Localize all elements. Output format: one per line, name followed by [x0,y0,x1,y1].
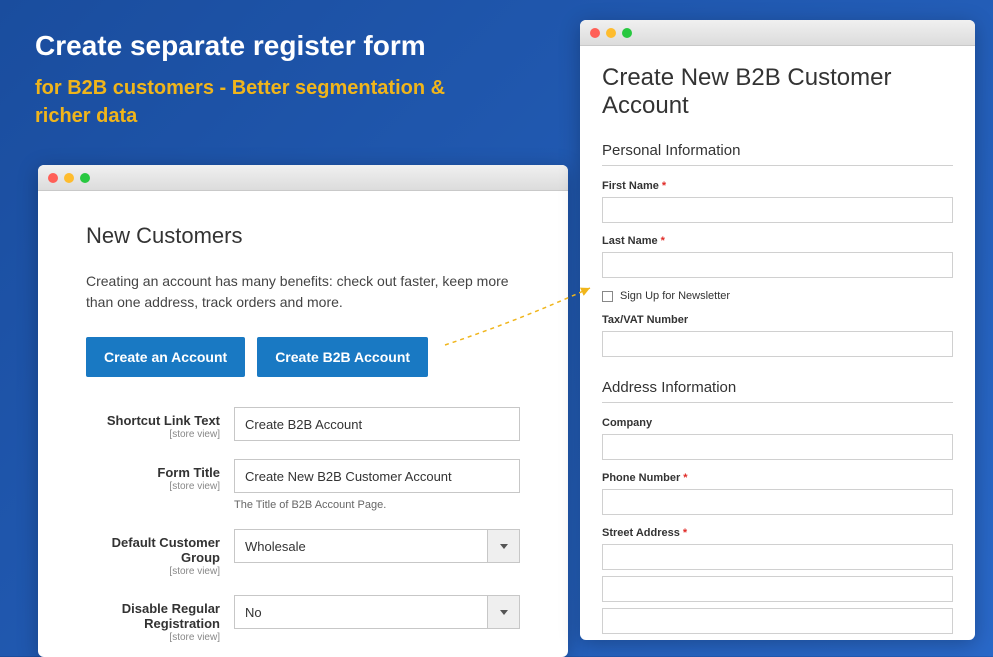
config-label: Form Title [86,465,220,480]
new-customers-title: New Customers [86,223,520,249]
config-row-default-group: Default Customer Group [store view] Whol… [86,529,520,577]
config-scope: [store view] [86,632,220,643]
minimize-icon[interactable] [64,173,74,183]
company-label: Company [602,417,953,429]
street-input-3[interactable] [602,608,953,634]
section-address-info: Address Information [602,379,953,403]
minimize-icon[interactable] [606,28,616,38]
first-name-label: First Name* [602,180,953,192]
section-personal-info: Personal Information [602,142,953,166]
b2b-register-form-window: Create New B2B Customer Account Personal… [580,20,975,640]
config-row-disable-regular: Disable Regular Registration [store view… [86,595,520,643]
close-icon[interactable] [590,28,600,38]
street-input-2[interactable] [602,576,953,602]
create-b2b-account-button[interactable]: Create B2B Account [257,337,428,377]
new-customers-description: Creating an account has many benefits: c… [86,271,520,313]
window-titlebar [38,165,568,191]
phone-input[interactable] [602,489,953,515]
last-name-input[interactable] [602,252,953,278]
default-customer-group-select[interactable]: Wholesale [234,529,520,563]
hero-subhead: for B2B customers - Better segmentation … [35,74,495,130]
config-row-shortcut-link: Shortcut Link Text [store view] [86,407,520,441]
window-titlebar [580,20,975,46]
config-scope: [store view] [86,566,220,577]
config-scope: [store view] [86,481,220,492]
select-value: No [235,596,487,628]
first-name-input[interactable] [602,197,953,223]
chevron-down-icon [487,596,519,628]
create-account-button[interactable]: Create an Account [86,337,245,377]
config-label: Disable Regular Registration [86,601,220,631]
config-scope: [store view] [86,429,220,440]
select-value: Wholesale [235,530,487,562]
config-row-form-title: Form Title [store view] The Title of B2B… [86,459,520,511]
config-label: Shortcut Link Text [86,413,220,428]
form-title-input[interactable] [234,459,520,493]
company-input[interactable] [602,434,953,460]
taxvat-label: Tax/VAT Number [602,314,953,326]
street-input-1[interactable] [602,544,953,570]
config-label: Default Customer Group [86,535,220,565]
disable-regular-registration-select[interactable]: No [234,595,520,629]
shortcut-link-text-input[interactable] [234,407,520,441]
hero-headline: Create separate register form [35,30,426,62]
phone-label: Phone Number* [602,472,953,484]
newsletter-checkbox[interactable] [602,291,613,302]
taxvat-input[interactable] [602,331,953,357]
close-icon[interactable] [48,173,58,183]
maximize-icon[interactable] [80,173,90,183]
admin-config-window: New Customers Creating an account has ma… [38,165,568,657]
chevron-down-icon [487,530,519,562]
maximize-icon[interactable] [622,28,632,38]
b2b-form-title: Create New B2B Customer Account [602,64,953,120]
street-label: Street Address* [602,527,953,539]
field-note: The Title of B2B Account Page. [234,499,520,511]
last-name-label: Last Name* [602,235,953,247]
newsletter-label: Sign Up for Newsletter [620,290,730,302]
